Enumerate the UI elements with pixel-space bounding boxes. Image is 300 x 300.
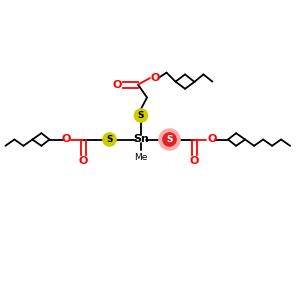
Text: S: S [106, 135, 113, 144]
Circle shape [159, 129, 180, 150]
Text: S: S [138, 111, 144, 120]
Text: S: S [166, 135, 173, 144]
Circle shape [134, 109, 148, 122]
Text: Me: Me [134, 153, 148, 162]
Text: O: O [113, 80, 122, 90]
Text: O: O [61, 134, 71, 145]
Text: O: O [79, 156, 88, 166]
Text: Sn: Sn [133, 134, 149, 145]
Circle shape [103, 133, 116, 146]
Text: O: O [151, 73, 160, 83]
Circle shape [163, 133, 176, 146]
Text: O: O [190, 156, 199, 166]
Text: O: O [207, 134, 217, 145]
